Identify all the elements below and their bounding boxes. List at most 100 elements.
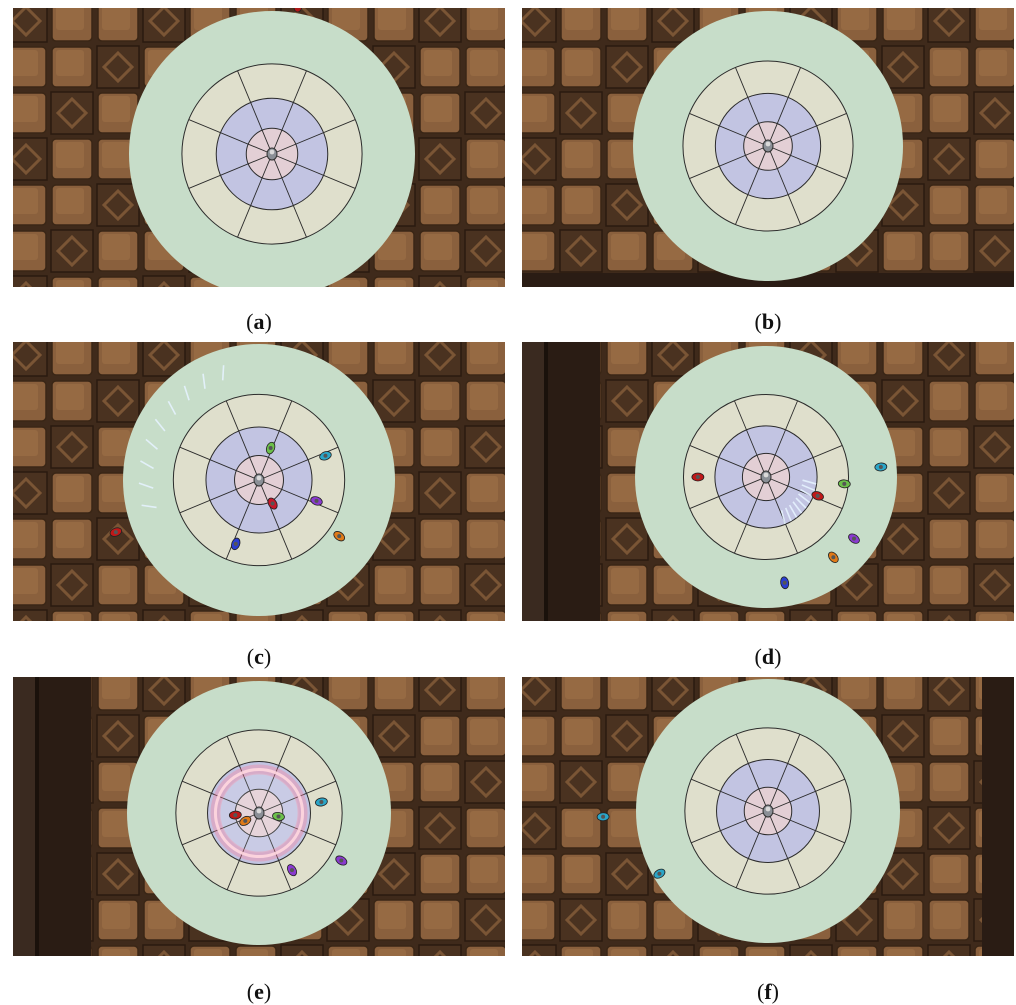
sector-divider [767,810,801,889]
sector-divider [735,733,769,812]
sector-divider [179,479,260,514]
sector-divider [734,400,767,478]
sword-slash-effect [780,479,817,525]
sector-divider [767,113,847,147]
game-view-a [13,8,505,287]
sector-divider [258,400,293,481]
panel-c [13,342,505,621]
panel-caption-f: (f) [757,979,779,1004]
panel-label: f [764,979,772,1004]
sector-divider [735,145,769,225]
sector-divider [765,476,798,554]
sector-divider [179,446,260,481]
panel-e [13,677,505,956]
game-view-b [522,8,1014,287]
sector-divider [225,400,260,481]
sector-divider [271,153,307,238]
enemy-character [293,8,303,13]
enemy-character [310,496,323,506]
sector-divider [767,145,801,225]
sector-divider [767,67,801,147]
sector-divider [226,735,260,814]
sector-divider [689,445,767,478]
player-character [266,147,278,161]
sector-divider [258,735,292,814]
sector-divider [271,153,356,189]
wall [982,677,1014,956]
enemy-character [267,497,278,510]
sector-divider [258,479,339,514]
wall [13,677,91,956]
panel-label: a [253,309,265,334]
sector-divider [735,810,769,889]
sector-divider [767,810,846,844]
panel-caption-d: (d) [754,644,782,669]
enemy-character [272,811,285,821]
sector-divider [767,733,801,812]
sector-divider [237,70,273,155]
panel-b [522,8,1014,287]
enemy-character [335,855,348,866]
game-view-f [522,677,1014,956]
enemy-character [231,537,241,551]
sector-divider [767,778,846,812]
panel-caption-b: (b) [754,309,782,334]
enemy-character [874,462,888,472]
sector-divider [765,445,843,478]
enemy-character [287,864,297,877]
enemy-character [239,815,252,826]
panel-f [522,677,1014,956]
sword-slash-effect [138,365,225,509]
sector-divider [258,812,292,891]
sector-divider [767,145,847,179]
sector-divider [258,780,337,814]
enemy-character [837,479,851,489]
wall [522,342,600,621]
enemy-character [811,491,824,501]
game-view-d [522,342,1014,621]
sector-divider [690,778,769,812]
sector-divider [690,810,769,844]
sector-divider [237,153,273,238]
enemy-character [315,797,328,807]
enemy-character [319,451,332,461]
sector-divider [765,476,843,509]
sector-divider [689,113,769,147]
panel-a [13,8,505,287]
player-character [253,473,265,487]
player-character [253,806,265,820]
sector-divider [689,145,769,179]
player-character [760,470,772,484]
sector-divider [181,780,260,814]
panel-caption-a: (a) [246,309,272,334]
sector-divider [271,70,307,155]
enemy-character [265,441,276,455]
enemy-character [653,868,666,879]
sector-divider [734,476,767,554]
enemy-character [848,533,860,544]
enemy-character [691,472,705,482]
enemy-character [333,531,346,542]
player-character [762,139,774,153]
enemy-character [828,551,839,563]
enemy-character [228,810,242,820]
game-view-e [13,677,505,956]
panel-caption-e: (e) [246,979,272,1004]
sector-divider [765,400,798,478]
enemy-character [109,527,123,537]
enemy-character [780,576,790,590]
sector-divider [188,119,273,155]
sector-divider [226,812,260,891]
panel-d [522,342,1014,621]
panel-label: e [254,979,264,1004]
game-view-c [13,342,505,621]
panel-label: d [761,644,775,669]
sector-divider [258,812,337,846]
panel-label: c [254,644,264,669]
sector-divider [735,67,769,147]
sector-divider [689,476,767,509]
panel-caption-c: (c) [246,644,272,669]
sector-divider [258,479,293,560]
sector-divider [188,153,273,189]
player-character [762,804,774,818]
